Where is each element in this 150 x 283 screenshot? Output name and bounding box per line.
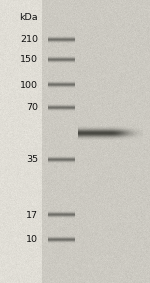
Text: 150: 150 [20, 55, 38, 65]
Text: kDa: kDa [19, 14, 38, 23]
Text: 35: 35 [26, 155, 38, 164]
Text: 17: 17 [26, 211, 38, 220]
Text: 210: 210 [20, 35, 38, 44]
Text: 10: 10 [26, 235, 38, 245]
Text: 100: 100 [20, 80, 38, 89]
Text: 70: 70 [26, 104, 38, 113]
